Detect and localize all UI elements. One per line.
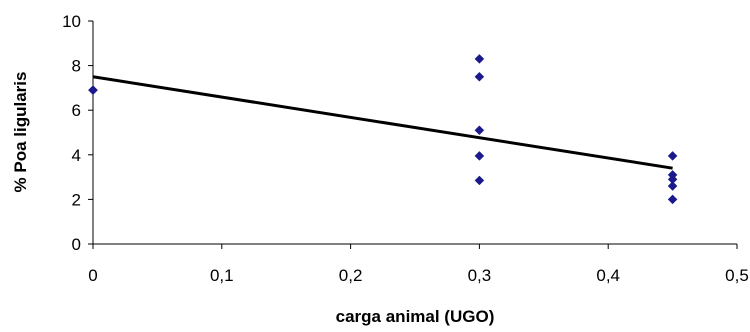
x-tick-label: 0,5 [725,266,749,285]
y-tick-label: 6 [72,101,81,120]
y-tick-label: 2 [72,190,81,209]
data-point [668,151,677,160]
data-point [475,126,484,135]
y-axis-title: % Poa ligularis [11,72,30,193]
data-point [475,176,484,185]
data-points [89,54,678,203]
data-point [475,72,484,81]
y-tick-label: 10 [62,12,81,31]
trendline-group [93,77,673,168]
y-axis-ticks: 0 2 4 6 8 10 [62,12,93,254]
axes [93,21,737,244]
x-tick-label: 0,4 [596,266,620,285]
x-tick-label: 0,2 [339,266,363,285]
y-tick-label: 0 [72,235,81,254]
x-axis-title: carga animal (UGO) [336,307,495,326]
x-tick-label: 0,3 [468,266,492,285]
x-tick-label: 0 [88,266,97,285]
data-point [668,195,677,204]
y-tick-label: 4 [72,146,81,165]
data-point [475,54,484,63]
y-tick-label: 8 [72,57,81,76]
data-point [668,182,677,191]
trendline [93,77,673,168]
data-point [89,86,98,95]
x-tick-label: 0,1 [210,266,234,285]
data-point [475,151,484,160]
x-axis-ticks: 0 0,1 0,2 0,3 0,4 0,5 [88,244,749,285]
